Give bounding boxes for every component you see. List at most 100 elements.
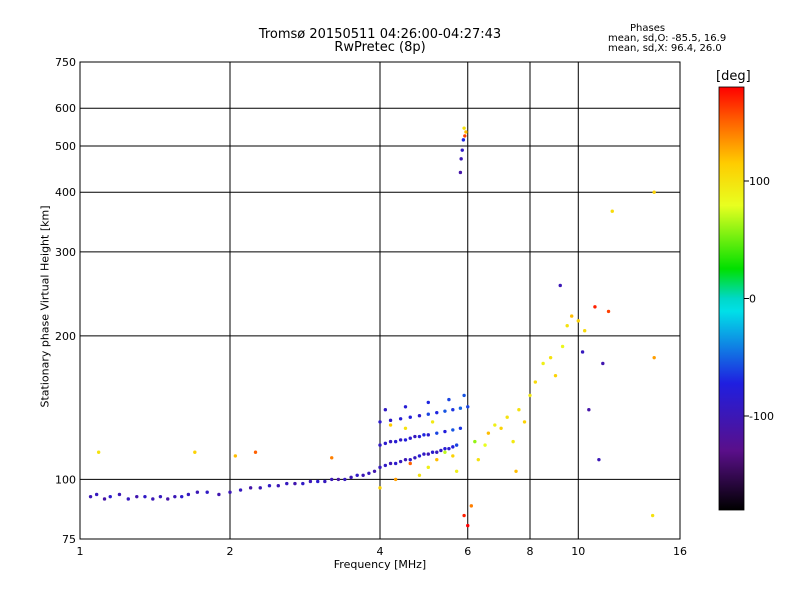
data-point [517, 408, 521, 412]
data-point [166, 497, 170, 501]
data-point [408, 457, 412, 462]
data-point [593, 305, 597, 309]
data-point [451, 428, 455, 432]
data-point [443, 429, 447, 434]
data-point [336, 477, 341, 482]
data-point [398, 438, 403, 442]
data-point [403, 457, 408, 462]
data-point [522, 420, 527, 424]
data-point [173, 494, 177, 499]
axis-ticks: 1 2 4 6 8 10 16 75 100 200 300 400 500 600 750 [55, 56, 687, 558]
data-point [499, 426, 503, 430]
data-point [443, 450, 447, 454]
y-tick-label: 750 [55, 56, 76, 69]
y-tick-label: 200 [55, 330, 76, 343]
data-point [361, 473, 365, 478]
data-point [388, 439, 393, 444]
data-point [293, 481, 297, 486]
data-point [597, 457, 601, 462]
y-tick-label: 500 [55, 140, 76, 153]
data-point [367, 471, 371, 475]
data-point [378, 486, 382, 490]
data-point [466, 405, 470, 409]
y-tick-label: 400 [55, 186, 76, 199]
colorbar [718, 86, 745, 511]
colorbar-tick-label: 100 [749, 175, 770, 188]
data-point [558, 283, 562, 288]
x-tick-label: 10 [571, 545, 585, 558]
data-point [473, 439, 477, 444]
data-point [447, 446, 451, 451]
data-point [233, 454, 238, 458]
data-point [533, 380, 538, 384]
data-point [393, 477, 398, 482]
data-point [417, 454, 422, 458]
data-point [435, 410, 439, 415]
data-point [426, 412, 430, 416]
data-point [388, 418, 393, 423]
data-point [217, 492, 221, 497]
chart-subtitle: RwPretec (8p) [334, 40, 426, 55]
data-point [108, 494, 112, 499]
data-point [378, 420, 382, 424]
data-point [469, 504, 474, 508]
data-point [408, 436, 412, 440]
data-point [186, 492, 191, 497]
data-point [398, 459, 403, 464]
plot-frame [79, 61, 681, 540]
data-point [451, 445, 455, 449]
data-point [435, 431, 439, 435]
data-point [117, 492, 122, 497]
data-point [511, 439, 515, 444]
data-point [476, 457, 481, 462]
data-point [443, 446, 447, 451]
data-point [398, 417, 403, 421]
y-tick-label: 75 [62, 533, 76, 546]
data-point [462, 513, 466, 518]
data-point [447, 397, 451, 402]
data-point [267, 484, 272, 488]
data-point [528, 393, 532, 398]
data-point [388, 461, 393, 466]
data-point [439, 448, 443, 453]
phases-heading: Phases [630, 23, 666, 34]
data-point [553, 373, 558, 378]
data-point [308, 479, 313, 484]
data-point [378, 443, 382, 447]
data-point [343, 477, 347, 482]
data-point [383, 463, 388, 468]
x-tick-label: 6 [464, 545, 471, 558]
data-point [96, 450, 101, 454]
data-point [413, 456, 417, 460]
data-point [610, 209, 614, 213]
data-point [650, 513, 655, 518]
data-point [417, 473, 422, 478]
data-point [426, 433, 430, 437]
x-axis-label: Frequency [MHz] [333, 558, 427, 571]
data-point [426, 452, 430, 456]
data-point [462, 126, 466, 130]
data-point [403, 405, 408, 409]
data-point [158, 494, 163, 499]
data-point [330, 456, 334, 460]
data-point [652, 355, 656, 360]
data-point [388, 423, 393, 427]
data-point [422, 452, 426, 456]
data-point [193, 450, 197, 454]
data-point [126, 497, 130, 501]
data-point [349, 475, 353, 480]
data-point [443, 409, 447, 413]
data-point [180, 494, 184, 499]
data-points [88, 126, 656, 528]
data-point [569, 314, 574, 318]
colorbar-ticks: -100 0 100 [744, 175, 774, 423]
x-tick-label: 4 [377, 545, 384, 558]
data-point [383, 408, 388, 412]
data-point [238, 488, 243, 492]
data-point [205, 490, 209, 494]
data-point [514, 469, 518, 473]
x-tick-label: 2 [227, 545, 234, 558]
data-point [541, 361, 545, 366]
data-point [582, 328, 587, 333]
data-point [316, 479, 320, 484]
